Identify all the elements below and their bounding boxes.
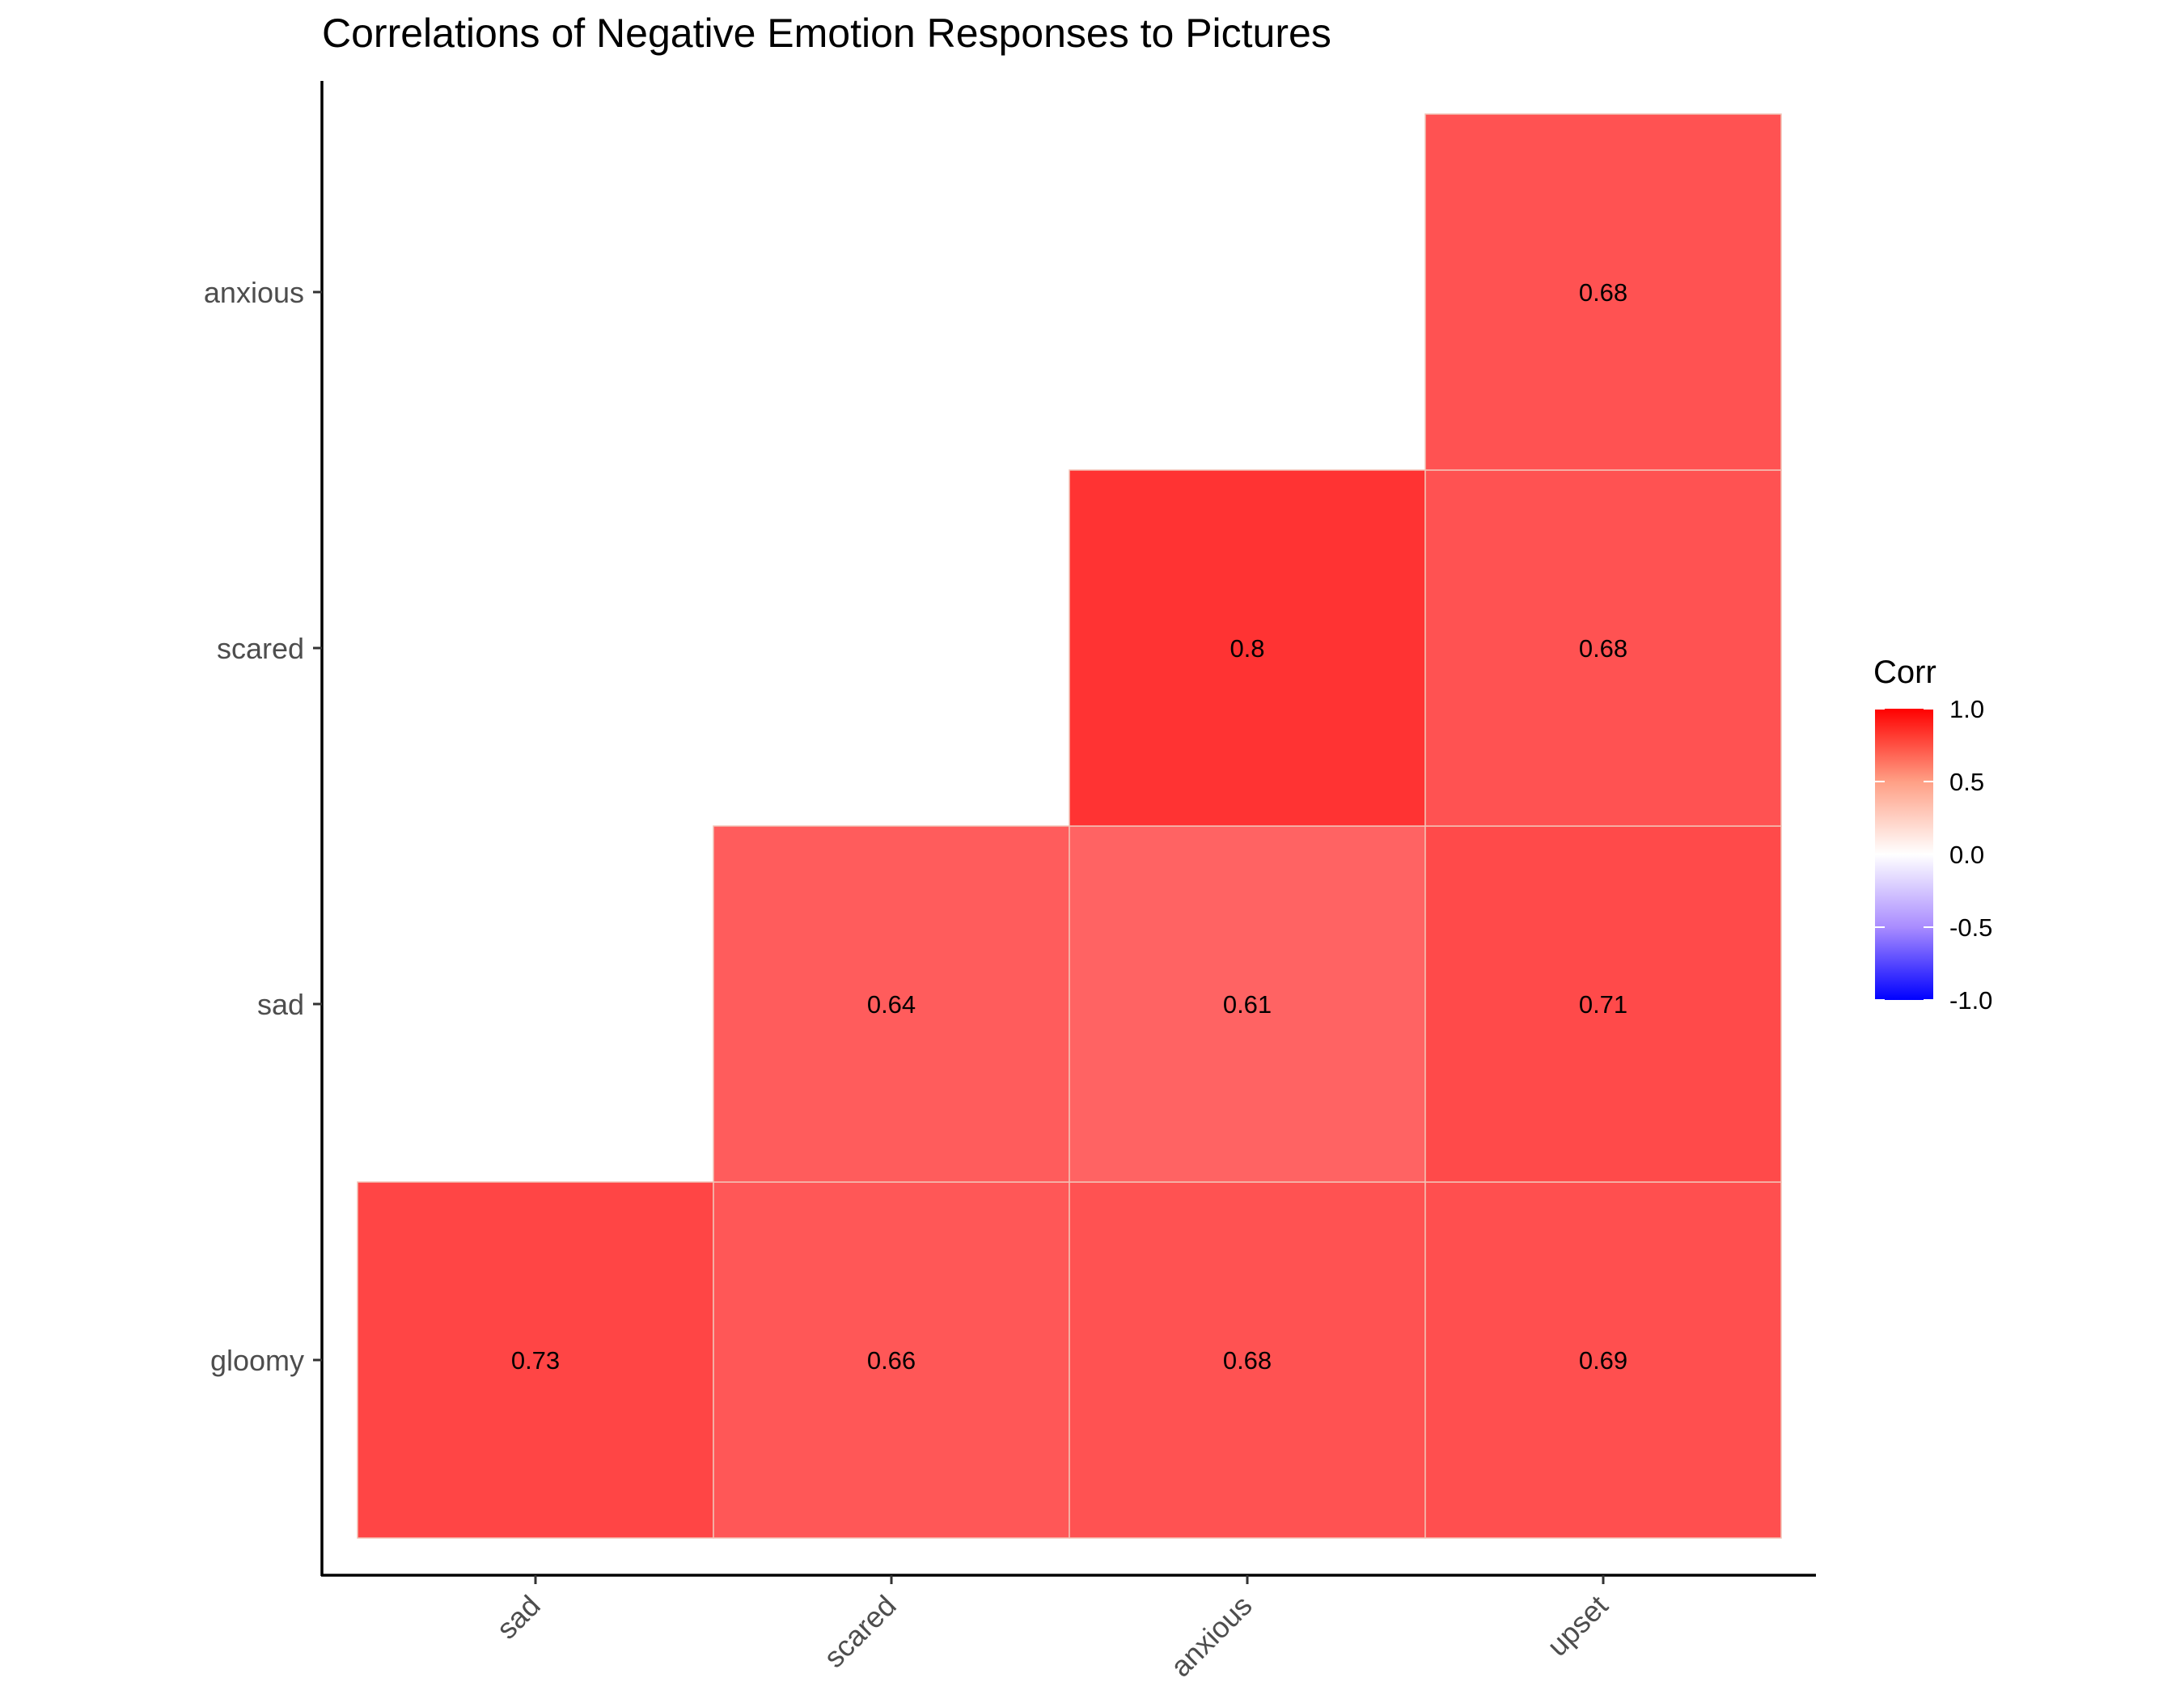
heatmap-cell-gloomy-upset: [1424, 1181, 1782, 1539]
legend-tick-label: 1.0: [1949, 695, 1984, 723]
heatmap-cell-anxious-upset: [1424, 113, 1782, 471]
cell-value-label-gloomy-upset: 0.69: [1579, 1346, 1627, 1375]
cell-value-label-scared-anxious: 0.8: [1230, 634, 1264, 663]
cell-value-label-sad-scared: 0.64: [867, 990, 916, 1019]
x-tick-label-sad: sad: [490, 1589, 547, 1646]
color-legend: Corr 1.0 0.5 0.0 -0.5 -1.0: [1873, 655, 1992, 1015]
heatmap-cell-sad-scared: [713, 825, 1070, 1183]
heatmap-cell-scared-upset: [1424, 469, 1782, 827]
heatmap-cell-gloomy-sad: [357, 1181, 714, 1539]
legend-tick-label: 0.0: [1949, 841, 1984, 869]
legend-tick-label: -1.0: [1949, 986, 1992, 1015]
heatmap-cell-sad-anxious: [1069, 825, 1426, 1183]
cell-value-label-anxious-upset: 0.68: [1579, 278, 1627, 307]
cell-value-label-sad-anxious: 0.61: [1223, 990, 1272, 1019]
cell-value-label-gloomy-anxious: 0.68: [1223, 1346, 1272, 1375]
heatmap-cell-labels: 0.73 0.66 0.68 0.69 0.64 0.61 0.71 0.8 0.68 0.68: [511, 278, 1627, 1375]
y-tick-label-sad: sad: [257, 988, 304, 1021]
x-tick-label-upset: upset: [1540, 1589, 1614, 1663]
cell-value-label-sad-upset: 0.71: [1579, 990, 1627, 1019]
cell-value-label-gloomy-scared: 0.66: [867, 1346, 916, 1375]
heatmap-cell-scared-anxious: [1069, 469, 1426, 827]
cell-value-label-scared-upset: 0.68: [1579, 634, 1627, 663]
heatmap-cell-gloomy-scared: [713, 1181, 1070, 1539]
chart-title: Correlations of Negative Emotion Respons…: [322, 11, 1331, 56]
cell-value-label-gloomy-sad: 0.73: [511, 1346, 560, 1375]
legend-tick-label: 0.5: [1949, 768, 1984, 796]
x-tick-label-anxious: anxious: [1164, 1589, 1259, 1684]
legend-title: Corr: [1873, 655, 1936, 690]
y-tick-label-scared: scared: [217, 632, 304, 665]
x-tick-label-scared: scared: [817, 1589, 902, 1674]
y-tick-label-gloomy: gloomy: [210, 1344, 304, 1377]
heatmap-cells: [357, 113, 1782, 1539]
legend-tick-label: -0.5: [1949, 913, 1992, 942]
heatmap-cell-sad-upset: [1424, 825, 1782, 1183]
y-tick-label-anxious: anxious: [204, 276, 304, 309]
